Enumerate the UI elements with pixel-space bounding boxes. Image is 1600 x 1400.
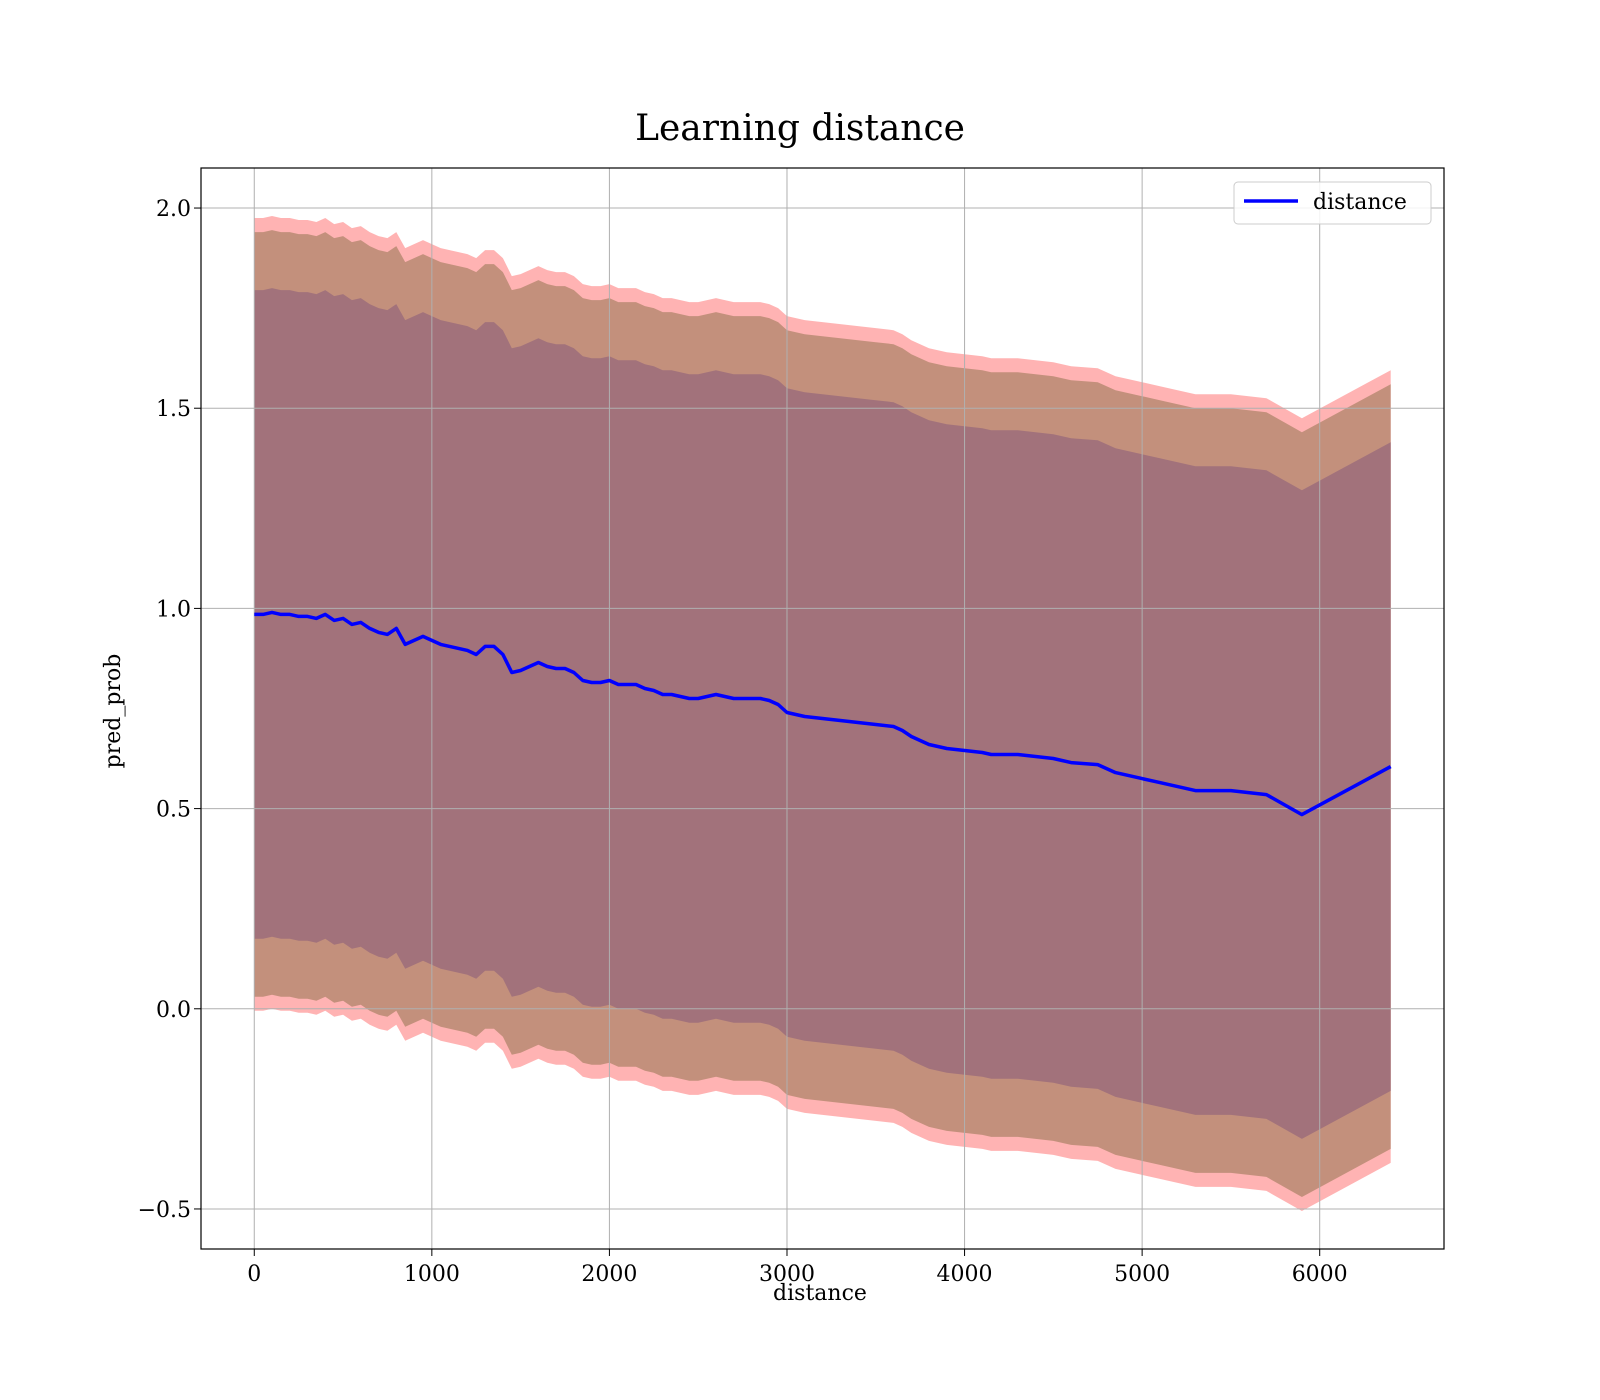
- x-tick-label: 5000: [1114, 1262, 1170, 1287]
- y-tick-label: 1.5: [156, 397, 191, 422]
- chart-title: Learning distance: [635, 108, 965, 149]
- plot-frame: [200, 167, 1445, 1250]
- x-axis-label: distance: [773, 1281, 867, 1306]
- y-tick-label: 2.0: [156, 197, 191, 222]
- x-tick-label: 1000: [404, 1262, 460, 1287]
- x-tick-label: 2000: [581, 1262, 637, 1287]
- series-line-distance: [254, 610, 1392, 817]
- y-tick-label: 1.0: [156, 597, 191, 622]
- grid-lines: [201, 168, 1444, 1249]
- y-axis-label: pred_prob: [101, 654, 126, 769]
- y-tick-label: −0.5: [138, 1198, 191, 1223]
- legend-label-distance: distance: [1313, 190, 1407, 215]
- x-tick-label: 4000: [937, 1262, 993, 1287]
- x-tick-label: 3000: [759, 1262, 815, 1287]
- series-line-layer: [254, 610, 1392, 817]
- y-tick-label: 0.0: [156, 998, 191, 1023]
- confidence-bands: [254, 216, 1391, 1211]
- x-tick-label: 0: [247, 1262, 261, 1287]
- y-tick-label: 0.5: [156, 798, 191, 823]
- band-inner: [254, 288, 1391, 1139]
- legend: distance: [1233, 181, 1432, 225]
- x-tick-label: 6000: [1292, 1262, 1348, 1287]
- y-axis-ticks: −0.5 0.0 0.5 1.0 1.5 2.0: [138, 197, 201, 1223]
- legend-box: [1233, 181, 1432, 225]
- x-axis-ticks: 0 1000 2000 3000 4000 5000 6000: [247, 1249, 1348, 1287]
